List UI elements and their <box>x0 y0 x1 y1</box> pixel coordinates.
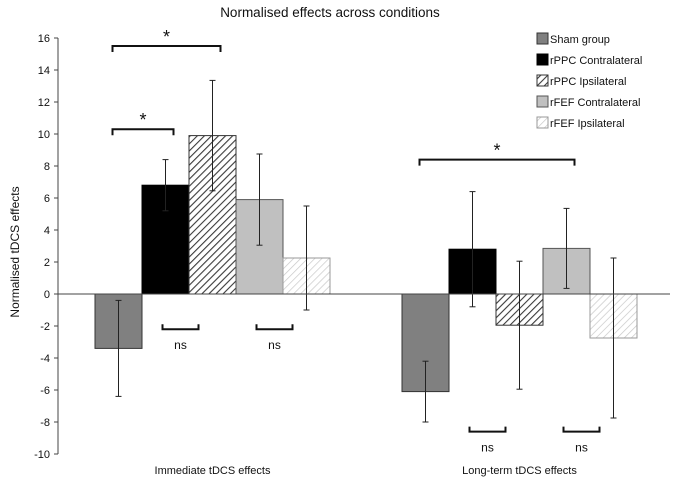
y-tick-label: 8 <box>44 161 50 173</box>
legend-swatch <box>536 32 549 45</box>
axes-layer <box>57 38 670 454</box>
ns-label: ns <box>174 338 187 352</box>
legend-swatch <box>536 95 549 108</box>
y-tick-label: 0 <box>44 289 50 301</box>
significance-star: * <box>139 110 146 130</box>
legend-label: rPPC Ipsilateral <box>550 76 626 88</box>
legend-swatch <box>536 116 549 129</box>
y-tick-label: -8 <box>40 417 50 429</box>
legend-label: Sham group <box>550 34 610 46</box>
y-axis: -10 -8 -6 -4 -2 0 2 4 6 8 10 12 14 16 <box>34 33 58 461</box>
y-axis-label: Normalised tDCS effects <box>8 186 22 317</box>
significance-bracket <box>111 128 175 136</box>
ns-label: ns <box>268 338 281 352</box>
significance-bracket <box>111 45 222 52</box>
y-tick-label: -2 <box>40 321 50 333</box>
significance-bracket <box>418 158 576 166</box>
y-tick-label: 6 <box>44 193 50 205</box>
significance-star: * <box>163 27 170 47</box>
legend-swatch <box>536 53 549 66</box>
legend-label: rPPC Contralateral <box>550 55 642 67</box>
y-tick-label: 16 <box>38 33 50 45</box>
ns-bracket <box>562 426 601 433</box>
category-label: Immediate tDCS effects <box>155 465 271 477</box>
ns-bracket <box>161 324 200 331</box>
legend-label: rFEF Ipsilateral <box>550 118 625 130</box>
y-tick-label: -4 <box>40 353 50 365</box>
legend: Sham group rPPC Contralateral rPPC Ipsilat… <box>536 32 642 130</box>
y-tick-label: -6 <box>40 385 50 397</box>
y-tick-label: 10 <box>38 129 50 141</box>
y-tick-label: 12 <box>38 97 50 109</box>
y-tick-label: 14 <box>38 65 50 77</box>
category-labels: Immediate tDCS effects Long-term tDCS eff… <box>155 465 578 477</box>
legend-swatch <box>536 74 549 87</box>
ns-bracket <box>468 426 507 433</box>
ns-label: ns <box>575 441 588 455</box>
y-tick-label: 4 <box>44 225 50 237</box>
ns-bracket <box>255 324 294 331</box>
chart-title: Normalised effects across conditions <box>220 5 440 20</box>
significance-star: * <box>493 141 500 161</box>
legend-label: rFEF Contralateral <box>550 97 640 109</box>
category-label: Long-term tDCS effects <box>462 465 577 477</box>
y-tick-label: 2 <box>44 257 50 269</box>
annotations-layer: * * * ns ns ns ns <box>111 27 601 455</box>
bars-layer <box>94 79 638 423</box>
y-tick-label: -10 <box>34 449 50 461</box>
ns-label: ns <box>481 441 494 455</box>
